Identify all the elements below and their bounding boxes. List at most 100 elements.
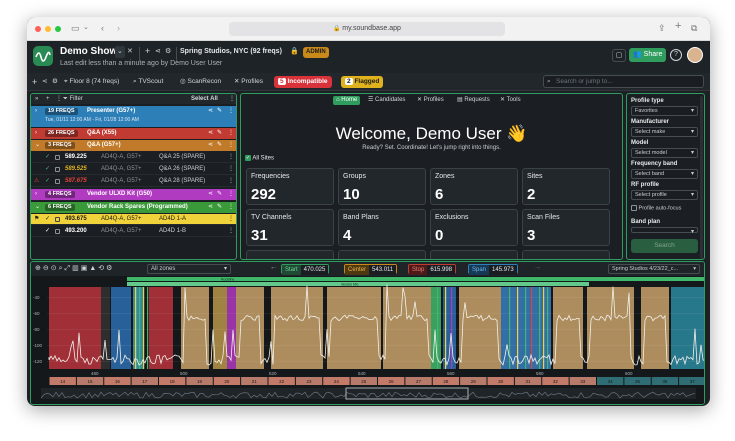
soundbase-logo[interactable] [33, 46, 53, 66]
model-select[interactable]: Select model [631, 148, 698, 158]
tv-channel-cell[interactable] [405, 377, 432, 385]
overview-strip[interactable] [41, 388, 696, 399]
frequency-block[interactable] [443, 287, 456, 369]
frequency-block[interactable] [227, 287, 236, 369]
venue-name[interactable]: Spring Studios, NYC (92 freqs) [180, 48, 282, 55]
share-nodes-icon[interactable]: ⋖ [208, 108, 214, 114]
group-header[interactable]: › 19 FREQS Presenter (G57+) Tue, 01/11 1… [31, 106, 236, 127]
tab-tools[interactable]: ✕ Tools [500, 96, 521, 105]
tv-channel-cell[interactable] [213, 377, 241, 385]
stat-card-frequencies[interactable]: Frequencies 292 [246, 168, 334, 205]
tv-channel-cell[interactable] [624, 377, 651, 385]
scanrecon-button[interactable]: ◎ ScanRecon [180, 76, 221, 88]
tab-profiles[interactable]: ✕ Profiles [417, 96, 444, 105]
close-window-button[interactable] [35, 26, 41, 32]
row-checkbox[interactable] [55, 155, 60, 160]
frequency-band-select[interactable]: Select band [631, 169, 698, 179]
more-options-icon[interactable]: ⋮ [228, 108, 234, 114]
lock-icon[interactable]: 🔒 [290, 48, 299, 55]
tv-channel-cell[interactable] [186, 377, 213, 385]
tv-channel-cell[interactable] [159, 377, 186, 385]
carrier-line[interactable] [135, 287, 137, 369]
tv-channel-cell[interactable] [679, 377, 705, 385]
share-button[interactable]: 👥 Share [629, 48, 666, 62]
manufacturer-select[interactable]: Select make [631, 127, 698, 137]
tabs-overview-icon[interactable]: ⧉ [691, 23, 698, 33]
row-checkbox[interactable] [55, 167, 60, 172]
band-main-bar[interactable] [127, 282, 589, 286]
frequency-block[interactable] [641, 287, 669, 369]
band-plan-select[interactable] [631, 227, 698, 236]
stop-frequency-field[interactable]: Stop 615.998 [408, 264, 457, 275]
share-nodes-icon[interactable]: ⋖ [208, 130, 214, 136]
carrier-line[interactable] [531, 287, 533, 369]
share-icon[interactable]: ⇪ [658, 23, 666, 33]
collapse-all-icon[interactable]: » [35, 96, 39, 102]
url-bar[interactable]: 🔒 my.soundbase.app [229, 22, 505, 36]
stat-card-band-plans[interactable]: Band Plans 4 [338, 209, 426, 246]
zoom-window-button[interactable] [55, 26, 61, 32]
start-frequency-field[interactable]: Start 470.025 [281, 264, 330, 275]
settings-gear-icon[interactable]: ⚙ [165, 48, 172, 55]
tv-channel-cell[interactable] [268, 377, 295, 385]
stat-card[interactable] [338, 250, 426, 259]
search-button[interactable]: Search [631, 239, 698, 253]
carrier-line[interactable] [143, 287, 145, 369]
carrier-line[interactable] [147, 287, 149, 369]
frequency-block[interactable] [553, 287, 583, 369]
share-nodes-icon[interactable]: ⋖ [155, 48, 161, 55]
add-icon[interactable]: + [46, 96, 50, 102]
stat-card-exclusions[interactable]: Exclusions 0 [430, 209, 518, 246]
profiles-button[interactable]: ✕ Profiles [234, 76, 263, 88]
tv-channel-cell[interactable] [432, 377, 460, 385]
frequency-block[interactable] [181, 287, 209, 369]
carrier-line[interactable] [525, 287, 527, 369]
group-header[interactable]: › 26 FREQS Q&A (X55) ⋖ ✎ ⋮ [31, 128, 236, 139]
zones-select[interactable]: All zones ▾ [147, 264, 231, 274]
stat-card-tv-channels[interactable]: TV Channels 31 [246, 209, 334, 246]
row-checkbox[interactable] [55, 179, 60, 184]
frequency-block[interactable] [149, 287, 173, 369]
pan-left-icon[interactable]: ← [270, 264, 277, 271]
spectrum-tool-icons[interactable]: ⊕⊖⊙⌕⤢▥▣▲⟲⚙ [35, 265, 115, 272]
row-checkbox[interactable] [55, 229, 60, 234]
profile-autofocus-toggle[interactable]: Profile auto-focus [631, 205, 681, 211]
tv-channel-cell[interactable] [514, 377, 542, 385]
share-nodes-icon[interactable]: ⋖ [208, 191, 214, 197]
stat-card-groups[interactable]: Groups 10 [338, 168, 426, 205]
row-checkbox[interactable] [55, 217, 60, 222]
group-header[interactable]: ⌄ 6 FREQS Vendor Rack Spares (Programmed… [31, 202, 236, 213]
tv-channel-cell[interactable] [323, 377, 350, 385]
back-icon[interactable]: ‹ [101, 23, 104, 33]
spectrum-plot[interactable]: Rockline Vendor Mic -40 -60 -80 -100 -120 48… [31, 277, 705, 405]
more-options-icon[interactable]: ⋮ [229, 96, 235, 102]
stat-card[interactable] [430, 250, 518, 259]
tv-channel-cell[interactable] [542, 377, 569, 385]
stat-card-zones[interactable]: Zones 6 [430, 168, 518, 205]
share-nodes-icon[interactable]: ⋖ [42, 78, 48, 85]
frequency-row[interactable]: ⚑ ✓ 493.675 AD4Q-A, G57+ AD4D 1-A ⋮ [31, 214, 236, 225]
chevron-down-icon[interactable]: ⌄ [35, 204, 41, 210]
carrier-line[interactable] [547, 287, 549, 369]
stat-card-scan-files[interactable]: Scan Files 3 [522, 209, 610, 246]
carrier-line[interactable] [517, 287, 519, 369]
user-avatar[interactable] [687, 47, 703, 63]
frequency-block[interactable] [587, 287, 634, 369]
share-nodes-icon[interactable]: ⋖ [208, 142, 214, 148]
tv-channel-cell[interactable] [569, 377, 596, 385]
forward-icon[interactable]: › [117, 23, 120, 33]
more-options-icon[interactable]: ⋮ [228, 166, 234, 172]
frequency-block[interactable] [271, 287, 323, 369]
add-icon[interactable]: + [32, 77, 38, 87]
frequency-row[interactable]: ⚠ ✓ 587.675 AD4Q-A, G57+ Q&A 28 (SPARE) … [31, 176, 236, 187]
edit-icon[interactable]: ✎ [217, 142, 223, 148]
frequency-row[interactable]: ✓ 589.525 AD4Q-A, G57+ Q&A 26 (SPARE) ⋮ [31, 164, 236, 175]
frequency-row[interactable]: ✓ 589.225 AD4Q-A, G57+ Q&A 25 (SPARE) ⋮ [31, 152, 236, 163]
tv-channel-cell[interactable] [460, 377, 487, 385]
carrier-line[interactable] [139, 287, 141, 369]
stat-card[interactable] [246, 250, 334, 259]
rf-profile-select[interactable]: Select profile [631, 190, 698, 200]
frequency-row[interactable]: ✓ 493.200 AD4Q-A, G57+ AD4D 1-B ⋮ [31, 226, 236, 237]
tv-channel-cell[interactable] [104, 377, 131, 385]
floor-selector[interactable]: ⌖ Floor 8 (74 freqs) [64, 76, 119, 88]
